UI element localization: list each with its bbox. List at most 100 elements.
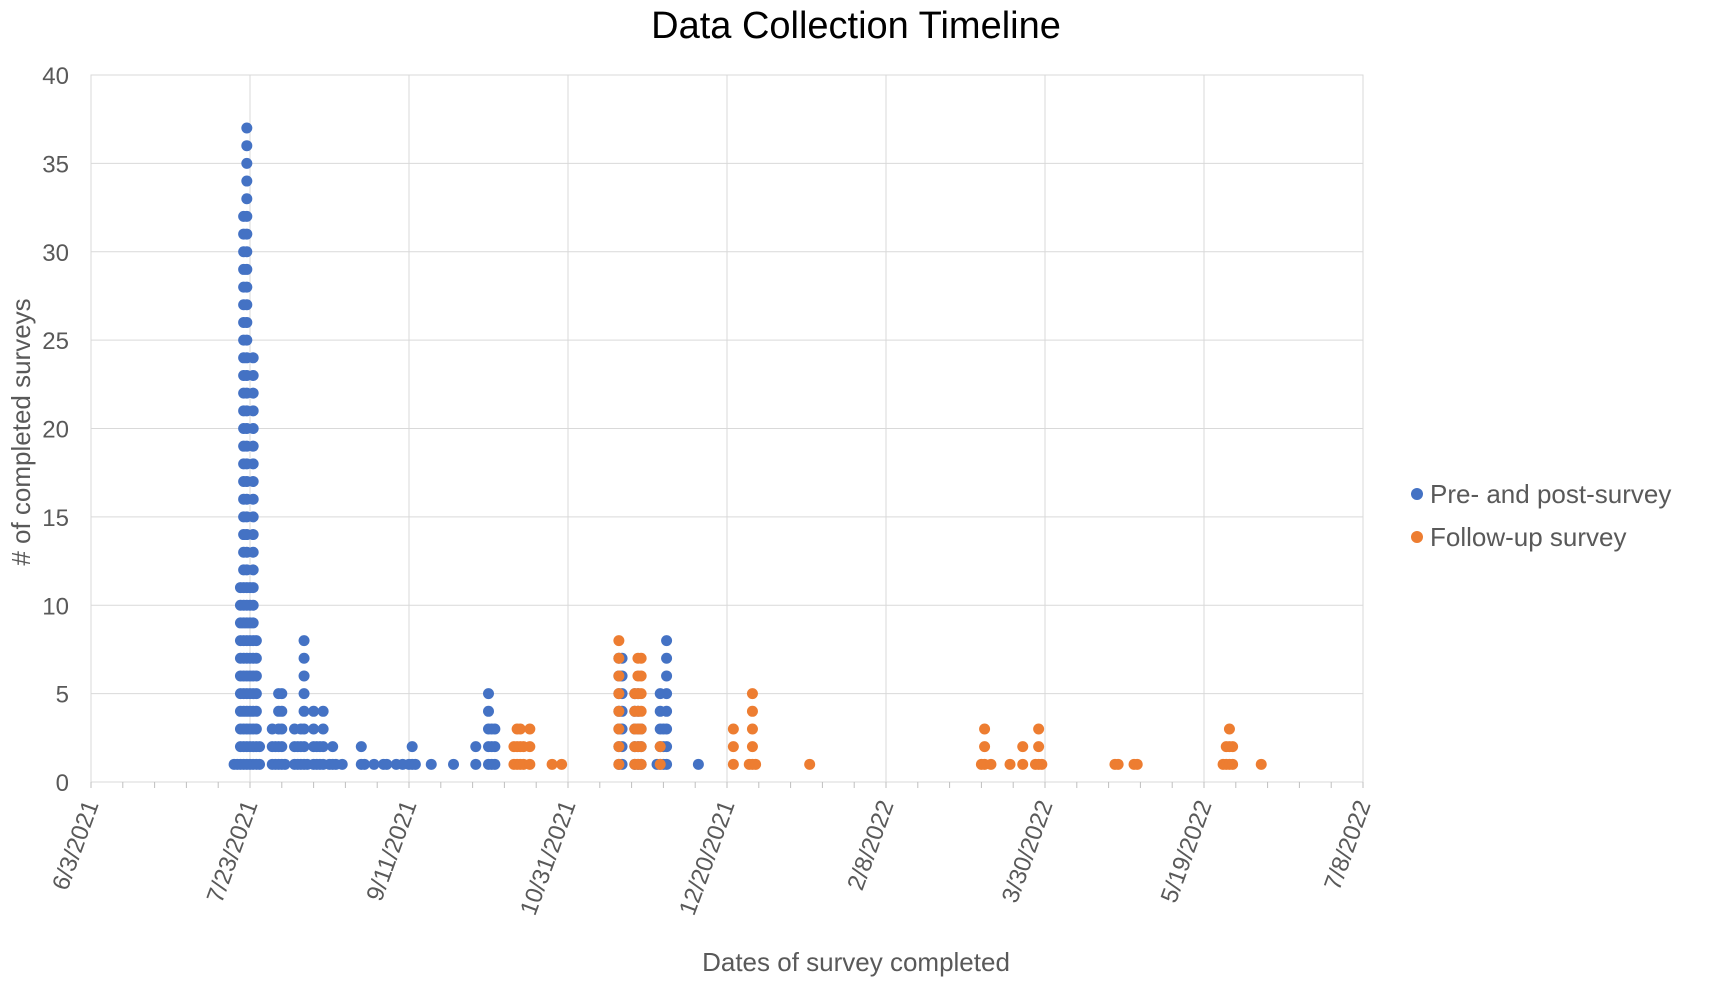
data-point (613, 705, 625, 717)
data-point (613, 688, 625, 700)
data-point (1017, 741, 1029, 753)
data-point (524, 758, 536, 770)
data-point (247, 582, 259, 594)
data-point (250, 723, 262, 735)
data-point (1112, 758, 1124, 770)
data-point (298, 670, 310, 682)
data-point (250, 705, 262, 717)
data-point (247, 546, 259, 558)
data-point (654, 758, 666, 770)
data-point (381, 758, 393, 770)
y-tick-label: 10 (42, 593, 69, 620)
data-point (635, 652, 647, 664)
data-point (635, 723, 647, 735)
data-point (241, 316, 253, 328)
y-tick-label: 25 (42, 328, 69, 355)
data-point (483, 705, 494, 717)
data-point (1227, 741, 1239, 753)
data-point (368, 758, 380, 770)
data-point (979, 741, 991, 753)
data-point (661, 688, 673, 700)
data-point (276, 705, 288, 717)
data-point (247, 423, 259, 434)
data-point (727, 758, 739, 770)
data-point (1227, 758, 1239, 770)
gridlines (90, 74, 1364, 783)
data-point (746, 705, 758, 717)
data-point (254, 758, 266, 770)
y-tick-label: 0 (56, 770, 69, 797)
series-1 (508, 635, 1267, 770)
data-point (661, 670, 673, 682)
data-point (241, 263, 253, 275)
data-point (470, 758, 482, 770)
data-point (247, 511, 259, 523)
x-tick-label: 5/19/2022 (1156, 797, 1218, 907)
data-point (661, 652, 673, 664)
data-point (635, 705, 647, 717)
data-point (524, 741, 536, 753)
data-point (635, 741, 647, 753)
data-point (524, 723, 536, 735)
data-point (613, 723, 625, 735)
data-point (727, 723, 739, 735)
data-point (409, 758, 421, 770)
axes: 0 5 10 15 20 25 30 35 40 6/3/2021 7/23/2021 9/11/20… (42, 63, 1376, 919)
data-point (298, 741, 310, 753)
data-point (746, 741, 758, 753)
data-point (298, 723, 310, 735)
legend-label-pre-and-post-survey: Pre- and post-survey (1430, 479, 1671, 509)
data-point (250, 635, 262, 647)
data-point (1033, 723, 1045, 735)
data-point (247, 440, 259, 452)
data-point (1036, 758, 1048, 770)
y-tick-label: 15 (42, 505, 69, 532)
data-point (489, 741, 501, 753)
chart-title: Data Collection Timeline (651, 5, 1061, 47)
data-point (241, 193, 253, 205)
data-point (613, 741, 625, 753)
data-point (247, 387, 259, 399)
data-point (448, 758, 460, 770)
y-tick-label: 20 (42, 417, 69, 444)
data-point (247, 476, 259, 488)
data-points (228, 122, 1267, 770)
data-point (556, 758, 568, 770)
data-point (546, 758, 558, 770)
data-point (514, 723, 526, 735)
data-point (1223, 723, 1235, 735)
x-tick-label: 7/8/2022 (1319, 797, 1376, 894)
data-point (241, 175, 253, 187)
data-point (250, 670, 262, 682)
x-tick-label: 6/3/2021 (47, 797, 104, 894)
data-point (1017, 758, 1029, 770)
data-point (327, 741, 339, 753)
data-point (1033, 741, 1045, 753)
legend: Pre- and post-survey Follow-up survey (1411, 479, 1671, 552)
data-point (241, 299, 253, 311)
data-point (298, 652, 310, 664)
legend-label-follow-up-survey: Follow-up survey (1430, 522, 1627, 552)
data-point (241, 122, 253, 134)
x-tick-label: 9/11/2021 (361, 797, 422, 905)
y-tick-label: 35 (42, 151, 69, 178)
data-point (661, 723, 673, 735)
data-point (489, 758, 501, 770)
data-point (425, 758, 437, 770)
data-point (247, 617, 259, 629)
data-point (247, 599, 259, 611)
data-point (317, 741, 329, 753)
data-point (483, 688, 494, 700)
data-point (613, 758, 625, 770)
data-point (1004, 758, 1016, 770)
data-point (250, 652, 262, 664)
data-point (250, 688, 262, 700)
data-point (241, 334, 253, 346)
x-tick-label: 7/23/2021 (202, 797, 264, 907)
data-point (1131, 758, 1143, 770)
data-point (470, 741, 482, 753)
data-point (635, 670, 647, 682)
data-point (247, 529, 259, 541)
data-point (241, 140, 253, 152)
